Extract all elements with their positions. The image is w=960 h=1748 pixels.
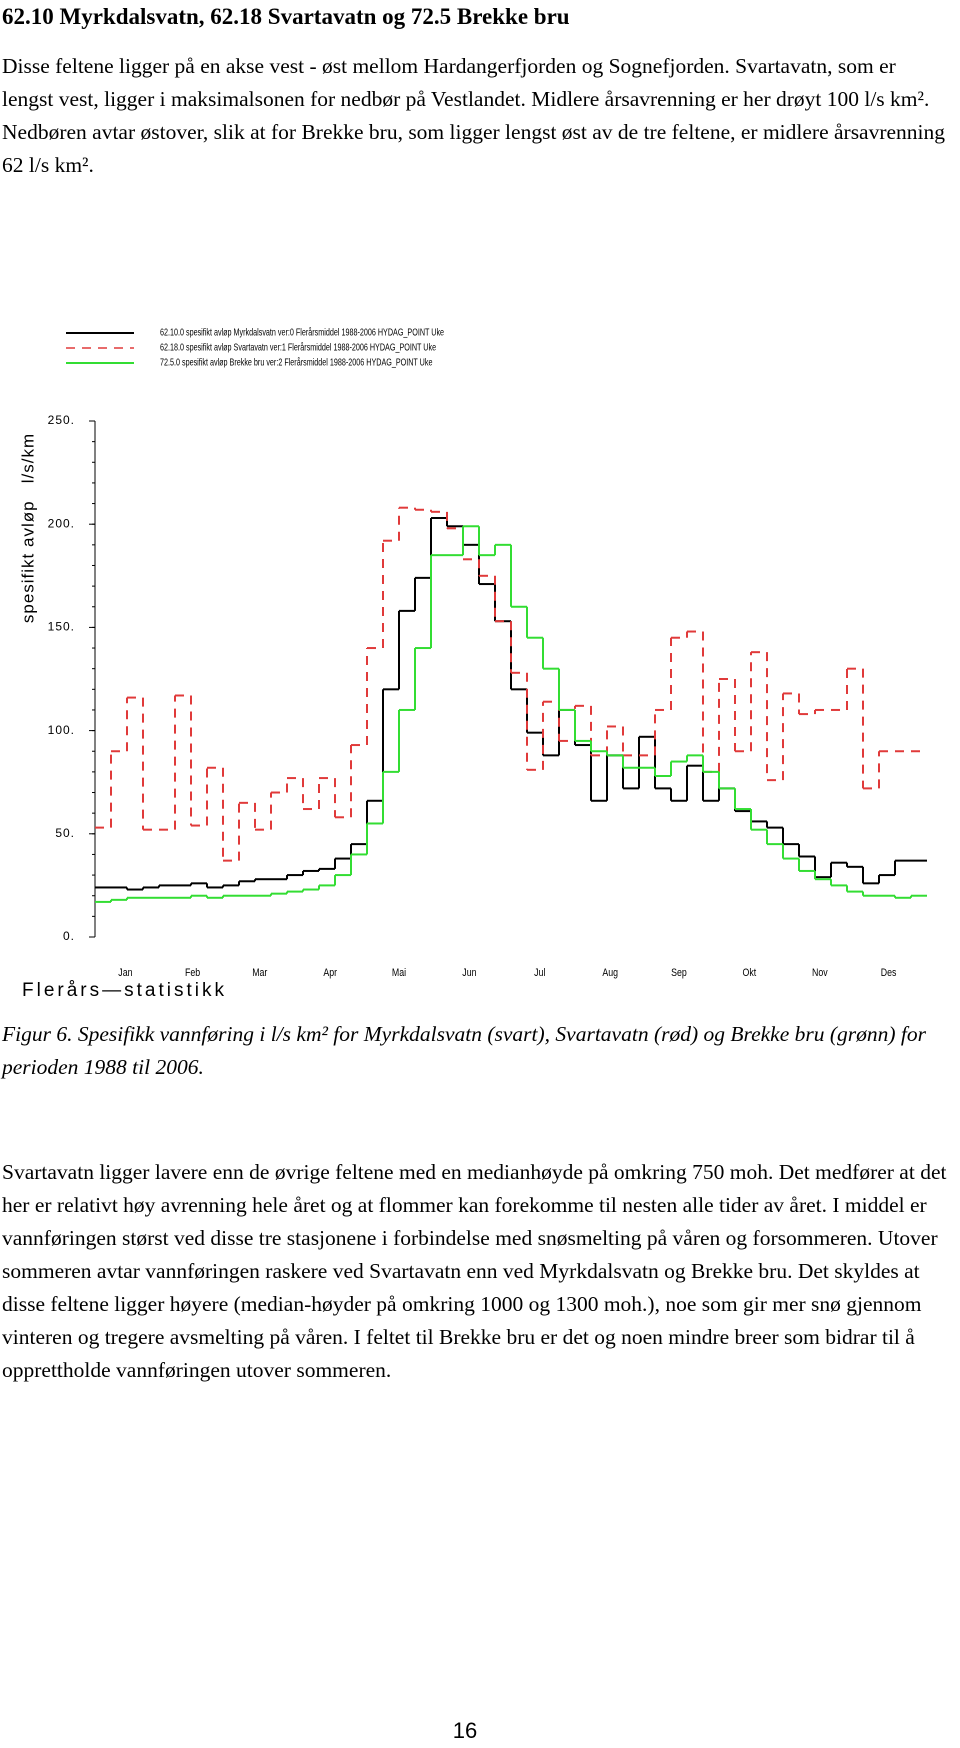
x-tick-label: Jul — [534, 967, 545, 979]
y-tick-label: 150. — [48, 620, 75, 634]
legend-label: 72.5.0 spesifikt avløp Brekke bru ver:2 … — [160, 356, 433, 367]
x-tick-label: Okt — [743, 967, 757, 979]
y-tick-label: 0. — [63, 929, 75, 943]
x-tick-label: Des — [881, 967, 897, 979]
heading: 62.10 Myrkdalsvatn, 62.18 Svartavatn og … — [2, 4, 570, 29]
x-tick-label: Mai — [392, 967, 406, 979]
x-tick-label: Jan — [118, 967, 132, 979]
y-tick-label: 200. — [48, 516, 75, 530]
footer-label: Flerårs—statistikk — [22, 980, 227, 1000]
chart: 0. 50. 100. 150. 200. 250. Jan Feb Mar Apr Mai Jun J… — [18, 326, 927, 1000]
y-tick-label: 250. — [48, 413, 75, 427]
paragraph: Svartavatn ligger lavere enn de øvrige f… — [2, 1160, 947, 1382]
x-tick-label: Aug — [602, 967, 618, 979]
page-number: 16 — [452, 1718, 478, 1743]
x-tick-label: Sep — [671, 967, 687, 979]
legend-label: 62.18.0 spesifikt avløp Svartavatn ver:1… — [160, 341, 436, 352]
x-tick-label: Jun — [462, 967, 476, 979]
paragraph: Disse feltene ligger på en akse vest - ø… — [2, 54, 946, 177]
x-tick-label: Mar — [252, 967, 268, 979]
x-tick-label: Apr — [323, 967, 337, 979]
x-tick-label: Feb — [185, 967, 201, 979]
legend-label: 62.10.0 spesifikt avløp Myrkdalsvatn ver… — [160, 326, 444, 337]
y-axis-label: spesifikt avløp l/s/km — [18, 433, 37, 623]
figure-caption: Figur 6. Spesifikk vannføring i l/s km² … — [2, 1022, 927, 1079]
x-tick-label: Nov — [812, 967, 828, 979]
y-tick-label: 50. — [55, 826, 75, 840]
y-tick-label: 100. — [48, 723, 75, 737]
